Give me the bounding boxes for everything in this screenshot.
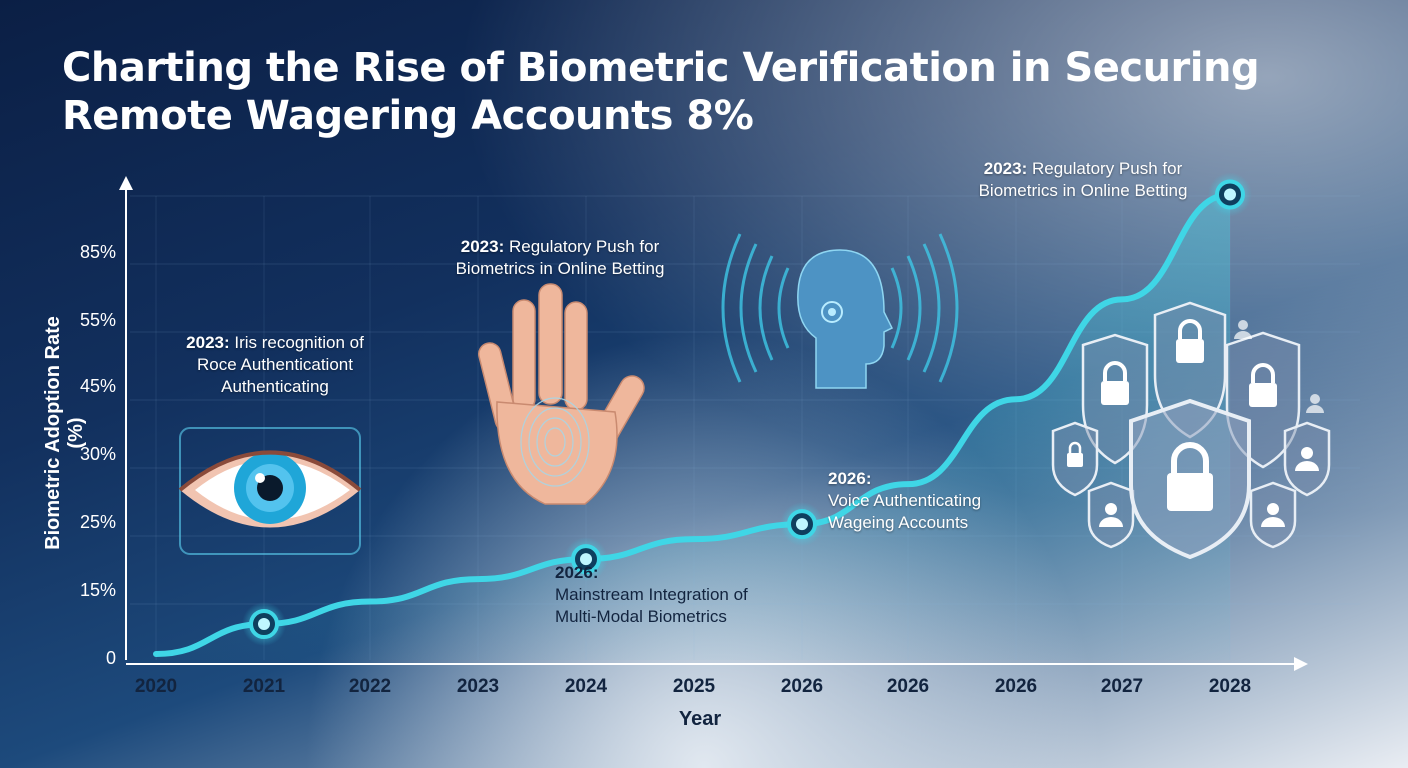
x-tick-label: 2027 bbox=[1101, 676, 1143, 697]
y-tick-label: 85% bbox=[80, 242, 116, 262]
shield-lock-icon bbox=[1051, 301, 1331, 560]
annotation-palm-line-1: Regulatory Push for bbox=[508, 237, 660, 256]
x-tick-label: 2025 bbox=[673, 676, 716, 697]
data-point-core bbox=[580, 553, 592, 566]
y-tick-label: 0 bbox=[106, 648, 116, 668]
ticks: 0 15% 25% 30% 45% 55% 85% 2020 2021 2022 2023 2024 2… bbox=[80, 242, 1251, 697]
x-tick-label: 2026 bbox=[781, 676, 823, 697]
series-line bbox=[153, 191, 1233, 658]
annotation-mainstream-year: 2026: bbox=[555, 563, 599, 582]
annotation-mainstream-line-2: Multi-Modal Biometrics bbox=[555, 607, 727, 626]
x-tick-label: 2022 bbox=[349, 676, 391, 697]
y-axis-arrow bbox=[119, 176, 133, 190]
x-tick-label: 2023 bbox=[457, 676, 499, 697]
x-tick-label: 2024 bbox=[565, 676, 608, 697]
voice-head-icon bbox=[721, 233, 959, 389]
annotation-mainstream: 2026: Mainstream Integration of Multi-Mo… bbox=[555, 562, 815, 628]
x-tick-label: 2020 bbox=[135, 676, 177, 697]
y-axis-label: Biometric Adoption Rate (%) bbox=[42, 316, 87, 550]
annotation-top-line-2: Biometrics in Online Betting bbox=[978, 181, 1188, 200]
annotation-palm-year: 2023: bbox=[460, 237, 505, 256]
annotation-iris-line-2: Roce Authenticationt bbox=[197, 355, 353, 374]
axes bbox=[119, 176, 1308, 671]
x-tick-label: 2026 bbox=[887, 676, 929, 697]
annotation-top: 2023: Regulatory Push for Biometrics in … bbox=[948, 158, 1218, 202]
markers bbox=[242, 172, 1252, 647]
annotation-voice-line-2: Wageing Accounts bbox=[828, 513, 969, 532]
annotation-palm: 2023: Regulatory Push for Biometrics in … bbox=[425, 236, 695, 280]
annotation-palm-line-2: Biometrics in Online Betting bbox=[455, 259, 665, 278]
data-point-core bbox=[796, 518, 808, 531]
x-tick-label: 2028 bbox=[1209, 676, 1251, 697]
annotation-iris-line-3: Authenticating bbox=[221, 377, 329, 396]
annotation-top-line-1: Regulatory Push for bbox=[1031, 159, 1183, 178]
y-tick-label: 45% bbox=[80, 376, 116, 396]
annotation-voice-line-1: Voice Authenticating bbox=[828, 491, 982, 510]
y-tick-label: 15% bbox=[80, 580, 116, 600]
x-axis-arrow bbox=[1294, 657, 1308, 671]
x-tick-label: 2021 bbox=[243, 676, 286, 697]
y-tick-label: 55% bbox=[80, 310, 116, 330]
annotation-iris-year: 2023: bbox=[186, 333, 230, 352]
annotation-iris-line-1: Iris recognition of bbox=[234, 333, 364, 352]
x-axis-label: Year bbox=[678, 708, 722, 730]
chart-title: Charting the Rise of Biometric Verificat… bbox=[62, 45, 1260, 139]
area-fill bbox=[156, 194, 1230, 660]
annotation-voice-year: 2026: bbox=[828, 469, 872, 488]
y-tick-label: 25% bbox=[80, 512, 116, 532]
x-tick-label: 2026 bbox=[995, 676, 1037, 697]
data-point-core bbox=[1224, 188, 1236, 201]
annotation-mainstream-line-1: Mainstream Integration of bbox=[555, 585, 748, 604]
annotation-voice: 2026: Voice Authenticating Wageing Accou… bbox=[828, 468, 1048, 534]
y-tick-label: 30% bbox=[80, 444, 116, 464]
hand-icon bbox=[478, 283, 645, 505]
annotation-top-year: 2023: bbox=[983, 159, 1028, 178]
annotation-iris: 2023: Iris recognition of Roce Authentic… bbox=[160, 332, 390, 398]
eye-icon bbox=[178, 427, 362, 555]
data-point-core bbox=[258, 618, 270, 631]
